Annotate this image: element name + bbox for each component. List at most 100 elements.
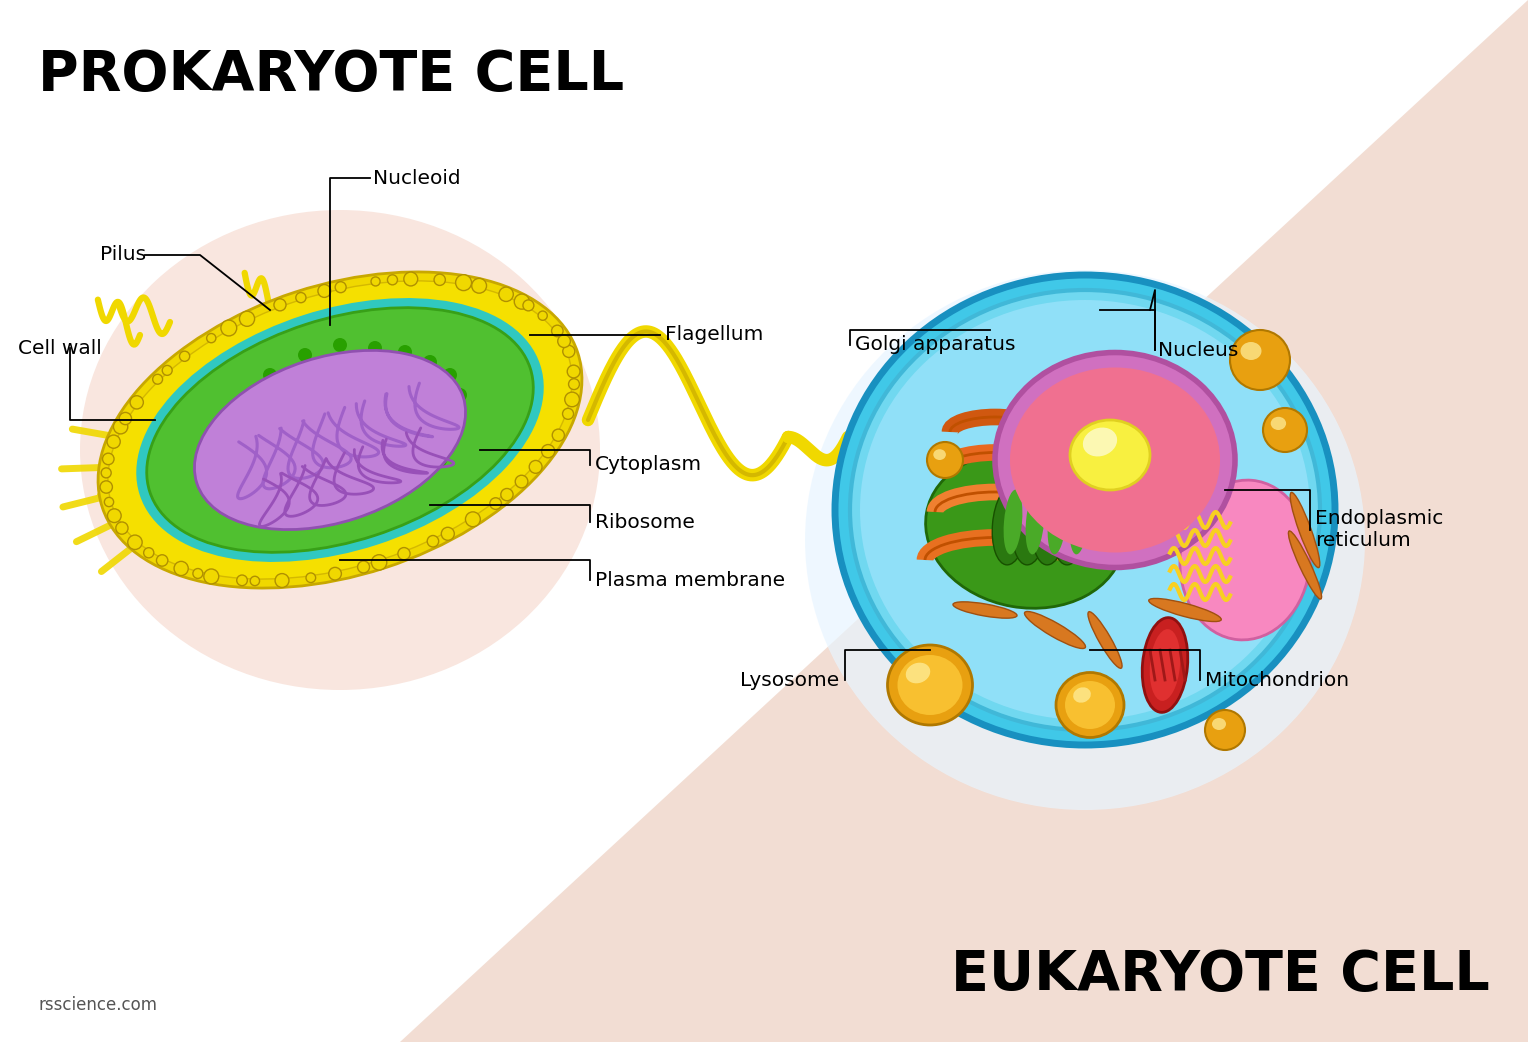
Text: Pilus: Pilus [99, 246, 147, 265]
Ellipse shape [1012, 486, 1048, 565]
Text: PROKARYOTE CELL: PROKARYOTE CELL [38, 48, 623, 102]
Ellipse shape [1212, 718, 1225, 730]
Circle shape [296, 293, 306, 303]
Ellipse shape [995, 352, 1235, 568]
Circle shape [552, 429, 564, 441]
Text: Golgi apparatus: Golgi apparatus [856, 336, 1016, 354]
Circle shape [333, 388, 347, 402]
Circle shape [222, 320, 237, 336]
Circle shape [391, 431, 405, 445]
Ellipse shape [1149, 598, 1221, 622]
Text: Cytoplasm: Cytoplasm [594, 455, 703, 474]
Circle shape [403, 272, 417, 286]
Ellipse shape [927, 442, 963, 478]
Ellipse shape [1180, 480, 1309, 640]
Circle shape [419, 375, 432, 389]
Ellipse shape [194, 350, 466, 529]
Circle shape [466, 512, 480, 526]
Circle shape [448, 411, 461, 425]
Ellipse shape [850, 290, 1320, 730]
Ellipse shape [1065, 681, 1115, 729]
Ellipse shape [805, 270, 1365, 810]
Circle shape [329, 567, 341, 580]
Text: Mitochondrion: Mitochondrion [1206, 670, 1349, 690]
Ellipse shape [1056, 672, 1125, 738]
Circle shape [408, 401, 422, 415]
Circle shape [193, 569, 203, 578]
Text: Plasma membrane: Plasma membrane [594, 571, 785, 590]
Ellipse shape [1288, 531, 1322, 599]
Circle shape [162, 366, 173, 375]
Circle shape [313, 361, 327, 375]
Circle shape [568, 378, 579, 390]
Circle shape [428, 536, 439, 547]
Circle shape [377, 483, 393, 497]
Circle shape [287, 423, 303, 437]
Ellipse shape [834, 275, 1335, 745]
Circle shape [251, 576, 260, 586]
Circle shape [371, 277, 380, 286]
Ellipse shape [98, 272, 582, 588]
Circle shape [358, 561, 370, 573]
Ellipse shape [1073, 486, 1108, 565]
Circle shape [278, 465, 292, 479]
Ellipse shape [934, 449, 946, 460]
Text: EUKARYOTE CELL: EUKARYOTE CELL [952, 948, 1490, 1002]
Ellipse shape [1149, 629, 1180, 701]
Circle shape [179, 351, 189, 362]
Circle shape [303, 453, 316, 467]
Ellipse shape [1010, 368, 1219, 552]
Circle shape [309, 481, 322, 495]
Ellipse shape [1206, 710, 1245, 750]
Circle shape [153, 374, 162, 384]
Text: Cell wall: Cell wall [18, 339, 102, 357]
Circle shape [333, 338, 347, 352]
Circle shape [373, 393, 387, 407]
Circle shape [107, 436, 121, 448]
Circle shape [144, 548, 154, 557]
Ellipse shape [860, 300, 1309, 720]
Circle shape [558, 334, 570, 348]
Circle shape [562, 408, 573, 419]
Circle shape [258, 443, 272, 457]
Circle shape [274, 373, 287, 387]
Ellipse shape [1004, 490, 1022, 554]
Ellipse shape [1143, 618, 1187, 713]
Circle shape [567, 365, 581, 378]
Circle shape [306, 573, 316, 582]
Circle shape [397, 345, 413, 359]
Ellipse shape [147, 307, 533, 552]
Text: Ribosome: Ribosome [594, 513, 695, 531]
Circle shape [434, 274, 445, 286]
Circle shape [104, 497, 113, 506]
Polygon shape [400, 0, 1528, 1042]
Ellipse shape [1241, 342, 1262, 359]
Circle shape [442, 527, 454, 541]
Circle shape [472, 278, 486, 293]
Circle shape [342, 488, 358, 502]
Ellipse shape [1033, 486, 1068, 565]
Circle shape [490, 498, 501, 510]
Circle shape [432, 453, 448, 467]
Ellipse shape [1024, 612, 1085, 648]
Ellipse shape [1088, 612, 1122, 668]
Circle shape [341, 461, 354, 475]
Circle shape [408, 471, 422, 485]
Text: Nucleus: Nucleus [1158, 341, 1238, 359]
Circle shape [335, 281, 347, 293]
Circle shape [318, 284, 330, 297]
Circle shape [99, 480, 113, 493]
Circle shape [174, 562, 188, 575]
Ellipse shape [1048, 490, 1067, 554]
Circle shape [500, 287, 513, 301]
Circle shape [443, 433, 457, 447]
Circle shape [538, 312, 547, 320]
Circle shape [298, 348, 312, 362]
Circle shape [565, 392, 579, 406]
Circle shape [515, 294, 529, 309]
Ellipse shape [1053, 486, 1088, 565]
Circle shape [455, 275, 472, 291]
Circle shape [240, 312, 255, 326]
Text: rsscience.com: rsscience.com [38, 996, 157, 1014]
Circle shape [255, 393, 269, 407]
